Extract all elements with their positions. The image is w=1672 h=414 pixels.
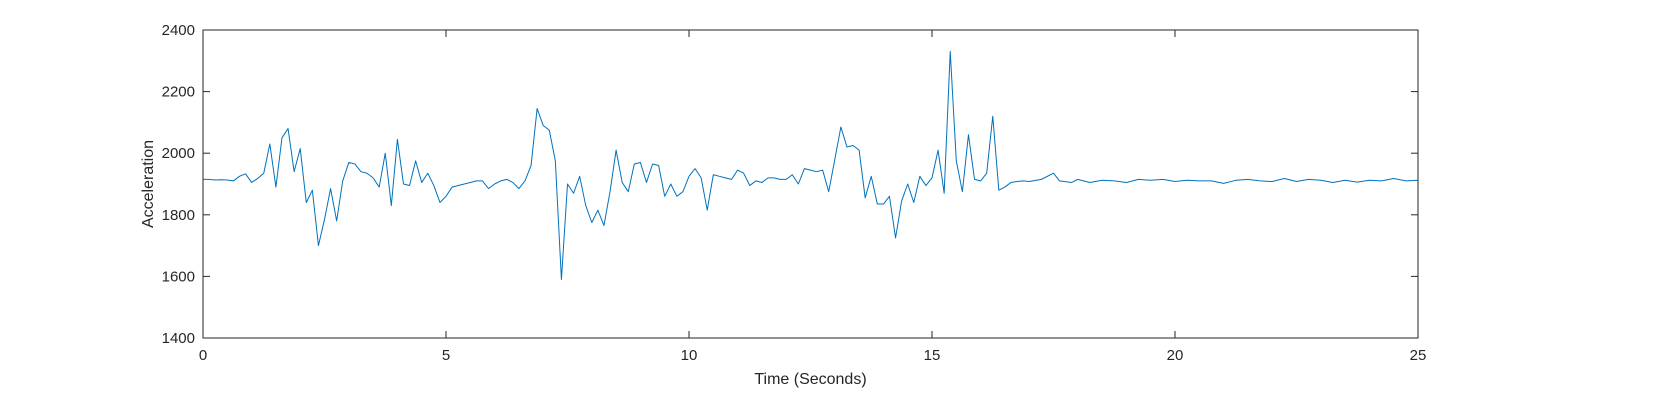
ticks-layer: 0 5 10 15 20 25 1400 1600 1800 2000 2200 2400 — [162, 22, 1427, 364]
x-tick-label-1: 5 — [442, 347, 450, 364]
x-tick-label-3: 15 — [924, 347, 941, 364]
y-tick-label-0: 1400 — [162, 330, 195, 347]
x-axis-label: Time (Seconds) — [754, 371, 866, 388]
y-tick-label-4: 2200 — [162, 84, 195, 101]
series-layer — [203, 51, 1419, 280]
y-tick-label-1: 1600 — [162, 268, 195, 285]
y-tick-label-2: 1800 — [162, 207, 195, 224]
x-tick-label-5: 25 — [1410, 347, 1427, 364]
y-tick-label-5: 2400 — [162, 22, 195, 39]
x-tick-label-4: 20 — [1167, 347, 1184, 364]
plot-area-border — [202, 29, 1419, 339]
y-tick-label-3: 2000 — [162, 145, 195, 162]
x-tick-label-0: 0 — [199, 347, 207, 364]
x-tick-label-2: 10 — [681, 347, 698, 364]
y-axis-label: Acceleration — [140, 140, 157, 228]
series-line-0 — [203, 51, 1419, 280]
